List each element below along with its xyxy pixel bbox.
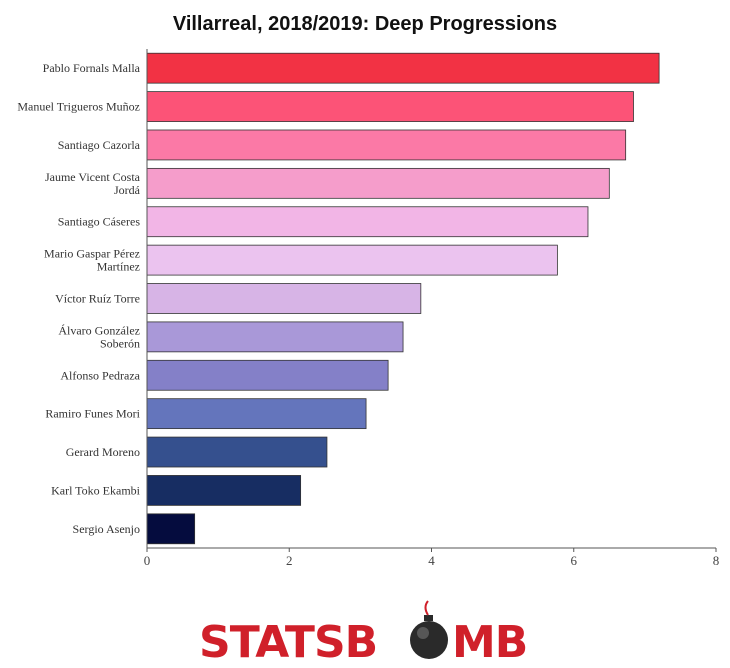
bar	[146, 436, 328, 468]
x-tick-label: 4	[428, 553, 435, 568]
category-label-line: Álvaro González	[58, 323, 140, 337]
category-label-line: Karl Toko Ekambi	[51, 483, 141, 497]
category-label: Manuel Trigueros Muñoz	[17, 100, 140, 114]
bars-layer	[146, 52, 660, 545]
category-label-line: Santiago Cáseres	[58, 215, 141, 229]
bar	[146, 167, 610, 199]
category-label-line: Santiago Cazorla	[58, 138, 141, 152]
category-label-line: Manuel Trigueros Muñoz	[17, 100, 140, 114]
category-labels: Pablo Fornals Malla Manuel Trigueros Muño…	[17, 61, 140, 536]
axes	[146, 49, 717, 552]
bar	[146, 475, 302, 506]
category-label: Gerard Moreno	[66, 445, 140, 459]
category-label-line: Alfonso Pedraza	[60, 368, 140, 382]
bar	[146, 283, 422, 314]
category-label-line: Pablo Fornals Malla	[43, 61, 141, 75]
bar	[146, 52, 660, 84]
x-tick-labels: 0 2 4 6 8	[144, 553, 720, 568]
x-tick-label: 2	[286, 553, 293, 568]
category-label: Alfonso Pedraza	[60, 368, 140, 382]
bar	[146, 321, 404, 353]
bar	[146, 398, 367, 430]
category-label: Karl Toko Ekambi	[51, 483, 141, 497]
bar	[146, 513, 196, 545]
category-label-line: Víctor Ruíz Torre	[55, 292, 140, 306]
bar	[146, 91, 634, 122]
category-label-line: Ramiro Funes Mori	[45, 407, 140, 421]
bar	[146, 129, 627, 161]
category-label-line: Jordá	[114, 183, 141, 197]
category-label: Mario Gaspar Pérez Martínez	[44, 247, 140, 274]
category-label: Santiago Cazorla	[58, 138, 141, 152]
logo-text-right: MB	[452, 617, 527, 668]
bomb-icon	[410, 600, 448, 659]
bar	[146, 244, 558, 276]
x-tick-label: 8	[713, 553, 720, 568]
bar	[146, 359, 389, 391]
category-label: Álvaro González Soberón	[58, 323, 140, 350]
logo-text-left: STATSB	[199, 617, 377, 668]
bar	[146, 206, 589, 238]
category-label-line: Martínez	[97, 260, 140, 274]
x-tick-label: 0	[144, 553, 151, 568]
category-label-line: Jaume Vicent Costa	[45, 170, 141, 184]
category-label: Víctor Ruíz Torre	[55, 292, 140, 306]
category-label-line: Sergio Asenjo	[73, 522, 140, 536]
category-label: Santiago Cáseres	[58, 215, 141, 229]
x-tick-label: 6	[571, 553, 578, 568]
category-label-line: Gerard Moreno	[66, 445, 140, 459]
category-label-line: Mario Gaspar Pérez	[44, 247, 140, 261]
category-label: Sergio Asenjo	[73, 522, 140, 536]
statsbomb-logo: STATSB MB	[199, 600, 528, 668]
category-label: Ramiro Funes Mori	[45, 407, 140, 421]
chart-title: Villarreal, 2018/2019: Deep Progressions	[173, 13, 557, 35]
category-label: Jaume Vicent Costa Jordá	[45, 170, 141, 197]
category-label-line: Soberón	[100, 336, 140, 350]
category-label: Pablo Fornals Malla	[43, 61, 141, 75]
